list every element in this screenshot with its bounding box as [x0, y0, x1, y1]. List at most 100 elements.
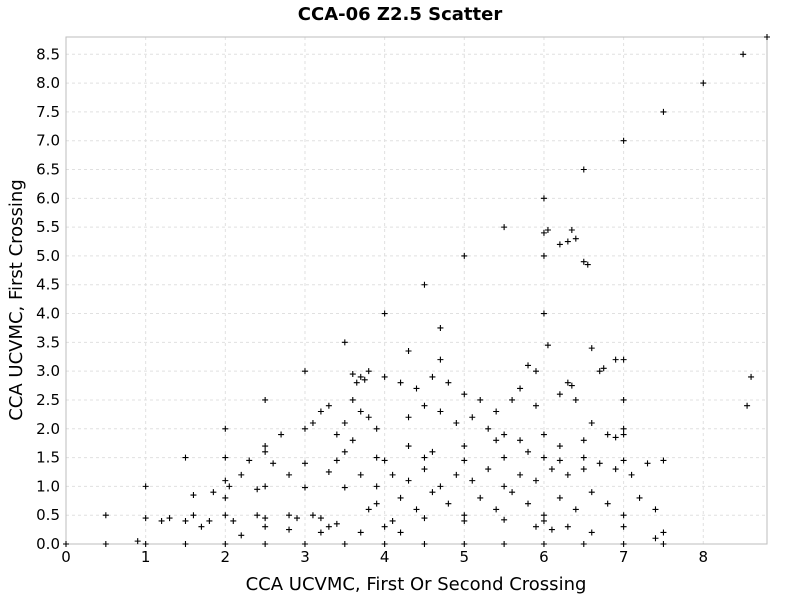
data-point: [317, 408, 324, 415]
data-point: [262, 515, 269, 522]
data-point: [365, 506, 372, 513]
data-point: [540, 252, 547, 259]
data-point: [556, 457, 563, 464]
data-point: [509, 396, 516, 403]
data-point: [620, 512, 627, 519]
data-point: [397, 494, 404, 501]
data-point: [501, 431, 508, 438]
data-point: [262, 483, 269, 490]
data-point: [485, 425, 492, 432]
data-point: [373, 425, 380, 432]
data-point: [660, 541, 667, 547]
plot-frame: [65, 36, 768, 545]
data-point: [517, 471, 524, 478]
data-point: [301, 484, 308, 491]
data-point: [381, 541, 388, 547]
data-point: [301, 425, 308, 432]
data-point: [222, 541, 229, 547]
data-point: [262, 396, 269, 403]
data-point: [421, 281, 428, 288]
data-point: [445, 379, 452, 386]
data-point: [540, 541, 547, 547]
data-point: [365, 414, 372, 421]
data-point: [333, 457, 340, 464]
data-point: [740, 51, 747, 58]
data-point: [333, 520, 340, 527]
data-point: [262, 523, 269, 530]
data-point: [501, 541, 508, 547]
data-point: [373, 500, 380, 507]
y-axis-ticks: 0.0 0.5 1.0 1.5 2.0 2.5 3.0 3.5 4.0 4.5 5.0 5.5 6.0 6…: [36, 45, 60, 553]
data-point: [341, 484, 348, 491]
data-point: [373, 483, 380, 490]
data-point: [556, 494, 563, 501]
data-point: [421, 515, 428, 522]
x-axis-ticks: 0 1 2 3 4 5 6 7 8: [61, 548, 708, 566]
data-point: [325, 402, 332, 409]
data-point: [294, 515, 301, 522]
data-point: [461, 252, 468, 259]
data-point: [540, 454, 547, 461]
data-point: [477, 494, 484, 501]
data-point: [381, 457, 388, 464]
data-point: [206, 517, 213, 524]
data-point: [620, 457, 627, 464]
data-point: [612, 466, 619, 473]
data-point: [246, 457, 253, 464]
data-point: [405, 347, 412, 354]
data-point: [540, 431, 547, 438]
data-point: [63, 541, 69, 547]
x-tick-label: 0: [61, 548, 71, 566]
data-point: [361, 376, 368, 383]
data-point: [588, 345, 595, 352]
data-point: [437, 324, 444, 331]
chart-title: CCA-06 Z2.5 Scatter: [298, 4, 503, 25]
data-point: [286, 512, 293, 519]
data-point: [317, 515, 324, 522]
data-point: [309, 420, 316, 427]
data-point: [341, 541, 348, 547]
data-point: [429, 448, 436, 455]
data-point: [461, 541, 468, 547]
data-point: [238, 532, 245, 539]
y-tick-label: 5.5: [36, 218, 60, 236]
data-point: [572, 506, 579, 513]
data-point: [445, 500, 452, 507]
data-point: [357, 408, 364, 415]
data-point: [532, 402, 539, 409]
data-point: [190, 492, 197, 499]
data-point: [628, 471, 635, 478]
data-point: [226, 483, 233, 490]
data-point: [301, 368, 308, 375]
y-tick-label: 0.5: [36, 506, 60, 524]
data-point: [588, 489, 595, 496]
data-point: [509, 489, 516, 496]
data-point: [381, 310, 388, 317]
y-tick-label: 6.5: [36, 161, 60, 179]
data-point: [453, 471, 460, 478]
data-point: [580, 166, 587, 173]
data-point: [421, 466, 428, 473]
data-point: [341, 448, 348, 455]
data-point: [182, 541, 189, 547]
data-point: [564, 471, 571, 478]
data-point: [262, 448, 269, 455]
y-tick-label: 8.0: [36, 74, 60, 92]
data-point: [556, 391, 563, 398]
data-point: [485, 466, 492, 473]
data-point: [461, 512, 468, 519]
data-point: [580, 258, 587, 265]
data-point: [580, 437, 587, 444]
y-tick-label: 0.0: [36, 535, 60, 553]
data-point: [357, 529, 364, 536]
data-point: [421, 541, 428, 547]
y-tick-label: 2.0: [36, 420, 60, 438]
data-point: [353, 379, 360, 386]
data-point: [254, 486, 261, 493]
y-axis-title: CCA UCVMC, First Crossing: [6, 179, 27, 421]
data-point: [254, 512, 261, 519]
data-point: [142, 515, 149, 522]
data-point: [612, 356, 619, 363]
data-point: [341, 339, 348, 346]
data-point: [517, 385, 524, 392]
